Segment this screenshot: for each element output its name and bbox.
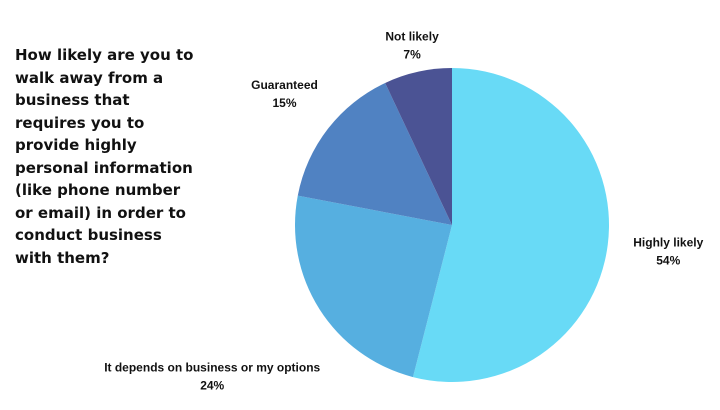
slice-value-label: 54% xyxy=(656,253,680,267)
pie-slice xyxy=(295,195,452,378)
slice-value-label: 15% xyxy=(272,96,296,110)
slice-label: It depends on business or my options xyxy=(104,360,320,374)
slice-value-label: 24% xyxy=(200,378,224,392)
pie-slice xyxy=(297,82,452,225)
slice-label: Highly likely xyxy=(633,235,703,249)
slice-label: Guaranteed xyxy=(251,78,318,92)
pie-slice xyxy=(385,68,452,225)
slice-label: Not likely xyxy=(385,30,439,44)
chart-title: How likely are you to walk away from a b… xyxy=(15,46,194,267)
pie-slice xyxy=(412,68,609,382)
slice-value-label: 7% xyxy=(403,48,421,62)
